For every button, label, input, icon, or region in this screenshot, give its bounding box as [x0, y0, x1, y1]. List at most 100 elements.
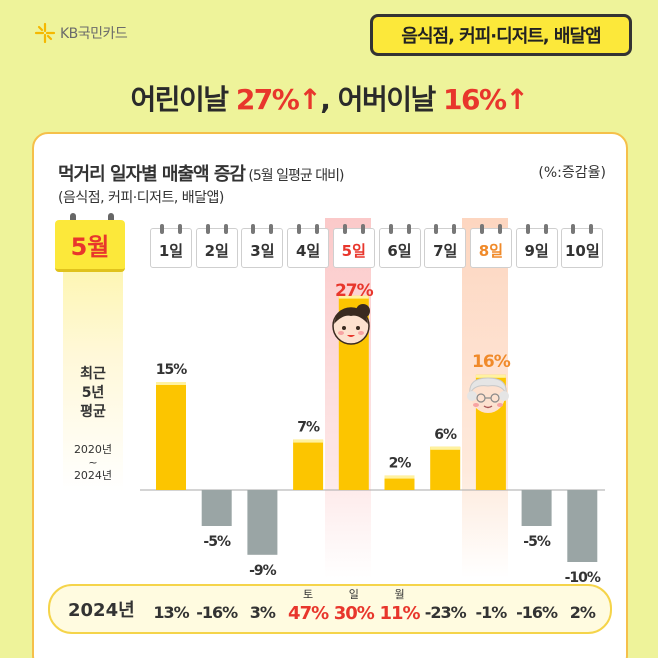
bar-10일	[567, 490, 598, 562]
calendar-hook	[223, 224, 228, 234]
day-card-5일: 5일	[332, 224, 375, 268]
avg-label: 최근 5년 평균	[63, 365, 123, 422]
value-label-5일: 27%	[335, 281, 374, 301]
year-value-6일: 11%	[379, 603, 420, 624]
bar-top-4일	[293, 439, 324, 443]
day-card-1일: 1일	[150, 224, 192, 268]
day-label: 6일	[387, 242, 412, 260]
chart-title: 먹거리 일자별 매출액 증감 (5월 일평균 대비)	[58, 160, 344, 186]
bar-4일	[293, 439, 324, 490]
value-label-10일: -10%	[565, 570, 601, 586]
value-label-4일: 7%	[297, 420, 320, 436]
year-value-8일: -1%	[475, 603, 507, 622]
chart-title-sub: (5월 일평균 대비)	[244, 168, 344, 184]
bar-top-5일	[338, 295, 369, 299]
avg-label-line: 평균	[80, 404, 106, 420]
day-card-10일: 10일	[561, 224, 604, 268]
kb-logo: KB국민카드	[34, 22, 128, 44]
calendar-hook	[251, 224, 256, 234]
avg-label-line: 5년	[81, 385, 105, 401]
bar-top-6일	[384, 475, 415, 479]
value-label-3일: -9%	[249, 563, 277, 579]
category-badge: 음식점, 커피·디저트, 배달앱	[370, 14, 632, 56]
day-label: 1일	[158, 242, 184, 260]
year-value-3일: 3%	[249, 603, 276, 622]
elder-face-icon	[467, 377, 509, 413]
year-2024-row	[48, 584, 612, 634]
year-value-2일: -16%	[196, 603, 238, 622]
bar-top-7일	[430, 446, 461, 450]
headline: 어린이날 27%↑, 어버이날 16%↑	[0, 78, 658, 118]
day-label: 7일	[433, 242, 458, 260]
headline-highlight-1: 27%↑	[235, 83, 322, 116]
bar-3일	[247, 490, 278, 555]
calendar-hook	[479, 224, 484, 234]
weekday-label-4일: 토	[303, 588, 314, 601]
value-label-9일: -5%	[523, 534, 551, 550]
avg-years-line: ~	[88, 456, 98, 469]
bar-top-8일	[475, 374, 506, 378]
bar-top-1일	[156, 382, 186, 385]
calendar-hook	[160, 224, 164, 234]
unit-label: (%:증감율)	[538, 165, 606, 181]
headline-part2: , 어버이날	[320, 83, 443, 116]
calendar-hook	[571, 224, 576, 234]
chart-title-main: 먹거리 일자별 매출액 증감	[58, 164, 246, 185]
brand-name: KB국민카드	[60, 26, 128, 42]
avg-years-line: 2024년	[73, 469, 113, 482]
calendar-hook	[406, 224, 411, 234]
value-label-8일: 16%	[472, 352, 511, 372]
value-label-1일: 15%	[156, 362, 187, 378]
avg-label-line: 최근	[80, 366, 106, 382]
calendar-hook	[315, 224, 320, 234]
year-value-1일: 13%	[153, 603, 189, 622]
year-value-5일: 30%	[333, 603, 375, 624]
calendar-hook	[178, 224, 182, 234]
month-column	[63, 262, 123, 492]
calendar-hook	[297, 224, 302, 234]
day-card-3일: 3일	[241, 224, 284, 268]
calendar-hook	[589, 224, 594, 234]
day-card-9일: 9일	[515, 224, 558, 268]
bar-6일	[384, 475, 415, 490]
day-label: 5일	[341, 242, 366, 260]
calendar-hook	[434, 224, 439, 234]
calendar-hook	[360, 224, 365, 234]
value-label-6일: 2%	[389, 456, 412, 472]
avg-years-line: 2020년	[73, 443, 113, 456]
year-value-9일: -16%	[516, 603, 558, 622]
weekday-label-6일: 월	[394, 588, 405, 601]
chart-subtitle: (음식점, 커피·디저트, 배달앱)	[58, 190, 224, 206]
value-label-7일: 6%	[434, 427, 457, 443]
day-card-7일: 7일	[424, 224, 467, 268]
calendar-hook	[388, 224, 393, 234]
day-label: 2일	[204, 242, 229, 260]
child-face-icon	[332, 304, 370, 345]
weekday-label-5일: 일	[348, 588, 359, 601]
calendar-hook	[205, 224, 210, 234]
day-label: 8일	[478, 242, 504, 260]
calendar-hook	[452, 224, 457, 234]
calendar-hook	[269, 224, 274, 234]
calendar-hook	[497, 224, 502, 234]
month-tag: 5월	[55, 220, 125, 272]
headline-part1: 어린이날	[130, 83, 236, 116]
day-card-2일: 2일	[195, 224, 238, 268]
day-label: 3일	[250, 242, 275, 260]
calendar-hook	[525, 224, 530, 234]
calendar-hook	[543, 224, 548, 234]
day-label: 10일	[564, 242, 600, 260]
value-label-2일: -5%	[203, 534, 231, 550]
day-card-4일: 4일	[287, 224, 330, 268]
day-label: 9일	[524, 242, 549, 260]
bar-7일	[430, 446, 461, 490]
bar-1일	[156, 382, 186, 490]
bar-2일	[201, 490, 232, 526]
year-value-10일: 2%	[569, 603, 596, 622]
day-card-8일: 8일	[469, 224, 512, 268]
year-value-7일: -23%	[424, 603, 467, 622]
calendar-hook	[342, 224, 347, 234]
headline-highlight-2: 16%↑	[442, 83, 529, 116]
year-label: 2024년	[68, 600, 135, 621]
star-icon	[34, 22, 56, 44]
